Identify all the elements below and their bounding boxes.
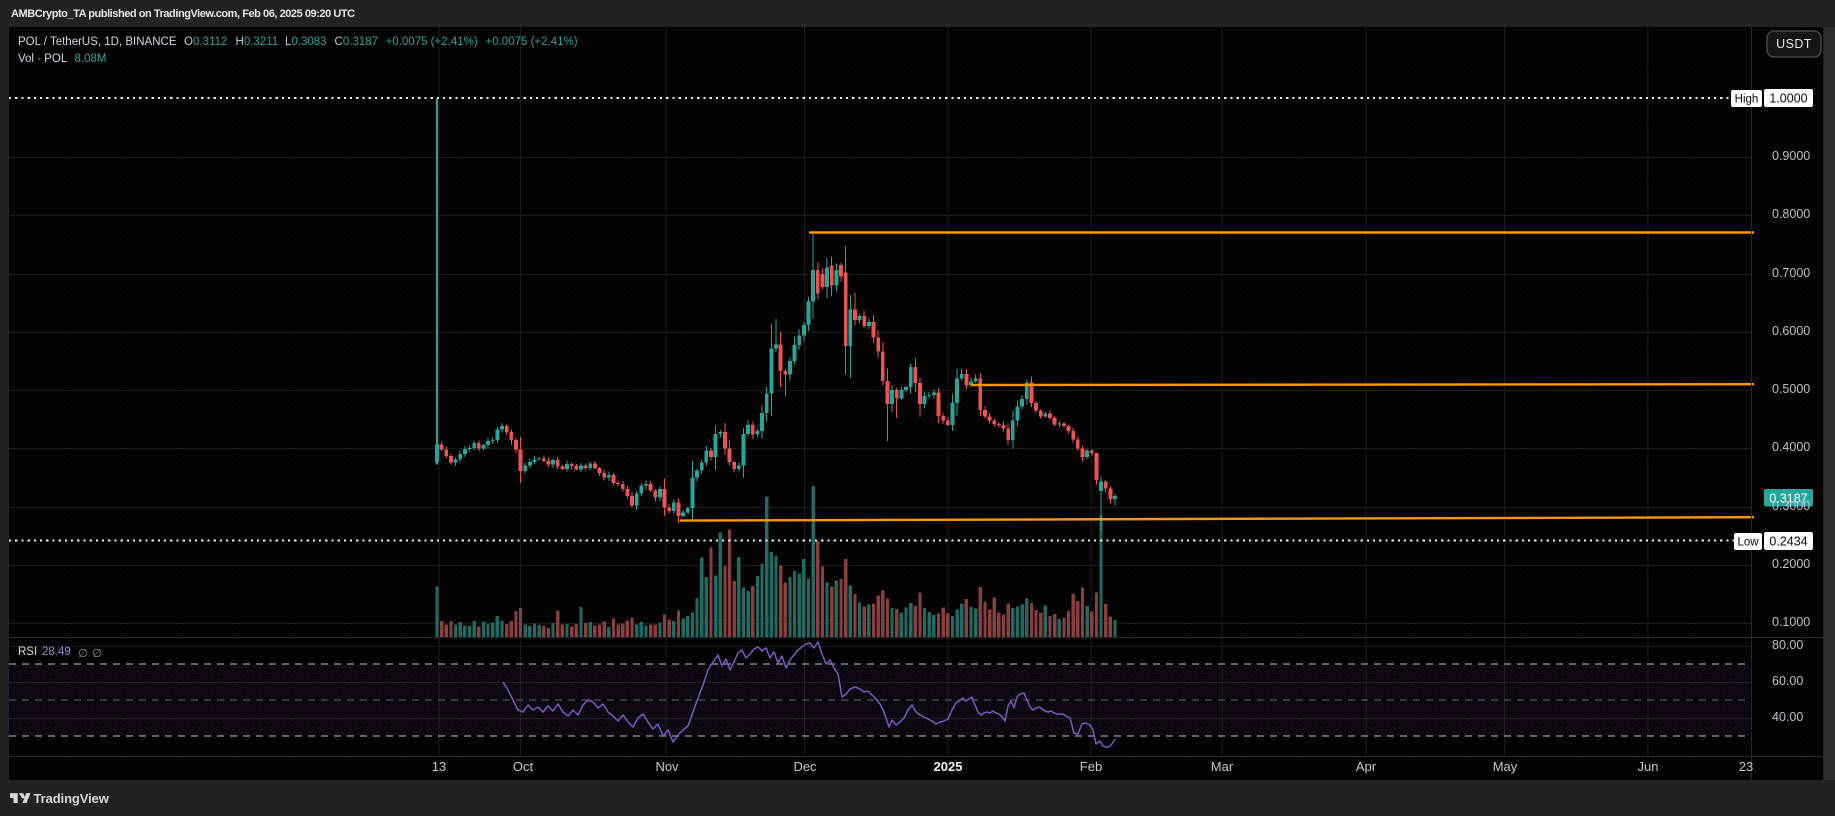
svg-text:Low: Low — [1737, 537, 1759, 549]
svg-text:0.3187: 0.3187 — [1769, 491, 1807, 505]
svg-text:High: High — [1735, 94, 1759, 106]
svg-text:0.2434: 0.2434 — [1769, 535, 1807, 549]
svg-text:1.0000: 1.0000 — [1769, 92, 1807, 106]
svg-text:USDT: USDT — [1776, 37, 1812, 51]
